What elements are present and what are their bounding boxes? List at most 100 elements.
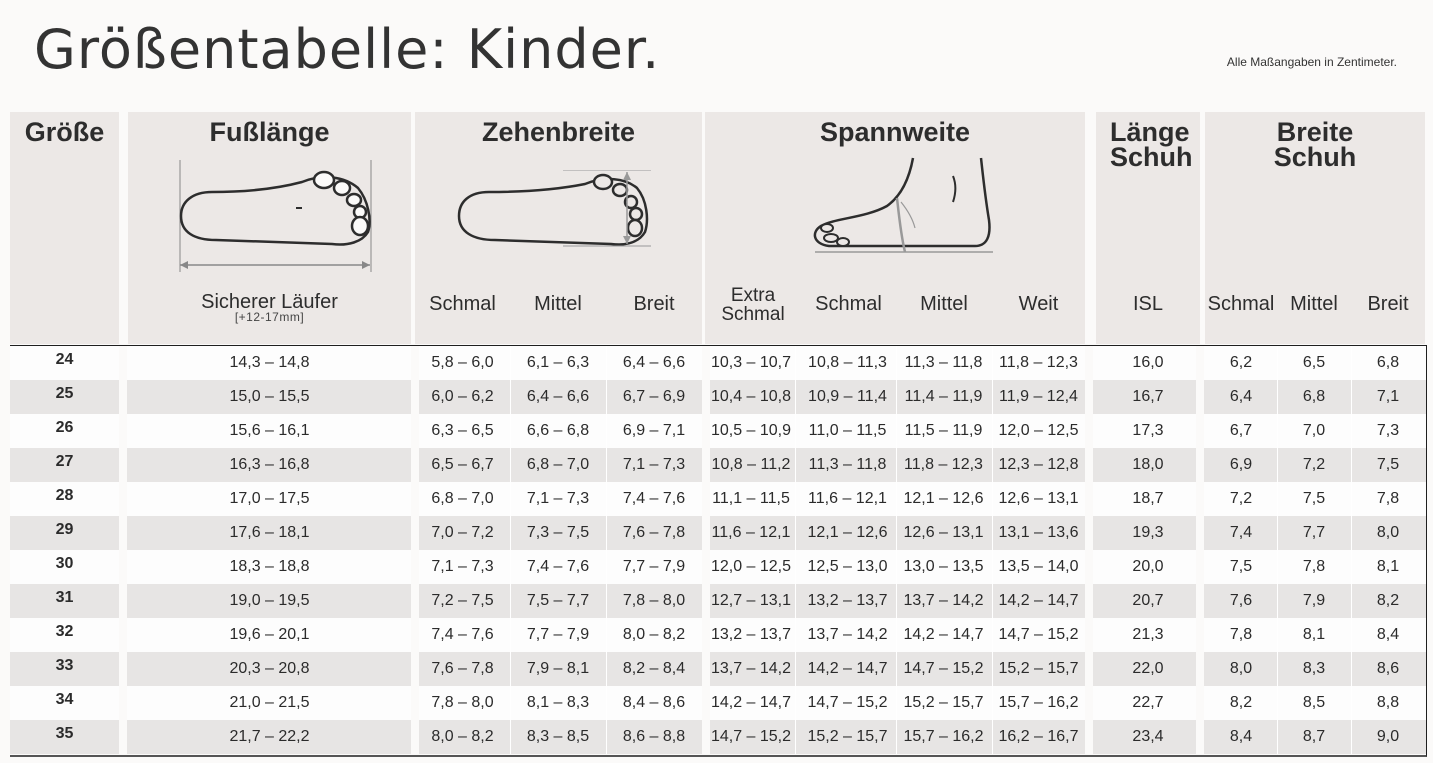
table-row: 26 15,6 – 16,1 6,3 – 6,5 6,6 – 6,8 6,9 – 7,1… [10, 414, 1426, 448]
shoe-width-col-breit: Breit [1367, 293, 1409, 315]
column-separator [795, 448, 796, 482]
cell-toe-schmal: 6,0 – 6,2 [431, 388, 494, 405]
cell-foot-length: 19,0 – 19,5 [229, 592, 310, 609]
column-group-separator [119, 482, 127, 516]
column-separator [1277, 550, 1278, 584]
cell-toe-mittel: 6,8 – 7,0 [526, 456, 590, 473]
column-separator [1351, 686, 1352, 720]
header-shoe-width-title: Breite Schuh [1273, 117, 1357, 172]
column-group-separator [702, 346, 710, 380]
cell-foot-length: 17,0 – 17,5 [229, 490, 310, 507]
column-separator [1277, 584, 1278, 618]
table-row: 30 18,3 – 18,8 7,1 – 7,3 7,4 – 7,6 7,7 – 7,9… [10, 550, 1426, 584]
cell-instep-schmal: 14,7 – 15,2 [807, 694, 888, 711]
cell-instep-schmal: 11,0 – 11,5 [808, 422, 887, 439]
column-group-separator [702, 380, 710, 414]
cell-toe-mittel: 7,7 – 7,9 [526, 626, 590, 643]
cell-instep-extra-schmal: 13,7 – 14,2 [710, 660, 792, 677]
column-separator [896, 720, 897, 754]
cell-toe-schmal: 7,0 – 7,2 [431, 524, 494, 541]
cell-instep-schmal: 10,8 – 11,3 [808, 354, 887, 371]
cell-toe-breit: 6,7 – 6,9 [622, 388, 686, 405]
column-separator [992, 652, 993, 686]
cell-toe-schmal: 7,4 – 7,6 [431, 626, 494, 643]
cell-instep-weit: 11,8 – 12,3 [999, 354, 1078, 371]
column-group-separator [702, 720, 710, 754]
cell-isl: 22,7 [1132, 694, 1164, 711]
cell-instep-extra-schmal: 10,4 – 10,8 [710, 388, 792, 405]
cell-instep-weit: 15,2 – 15,7 [998, 660, 1079, 677]
cell-instep-weit: 14,2 – 14,7 [998, 592, 1079, 609]
column-separator [896, 482, 897, 516]
instep-col-extra-schmal: Extra Schmal [721, 285, 785, 325]
cell-shoe-schmal: 7,6 [1229, 592, 1253, 609]
cell-toe-schmal: 6,8 – 7,0 [431, 490, 494, 507]
cell-shoe-breit: 8,6 [1376, 660, 1400, 677]
cell-isl: 21,3 [1132, 626, 1164, 643]
cell-shoe-mittel: 8,1 [1302, 626, 1326, 643]
header-shoe-width: Breite Schuh Schmal Mittel Breit [1205, 112, 1425, 344]
cell-foot-length: 21,7 – 22,2 [229, 728, 310, 745]
column-separator [896, 686, 897, 720]
column-group-separator [411, 618, 419, 652]
column-separator [510, 550, 511, 584]
cell-shoe-mittel: 8,3 [1302, 660, 1326, 677]
cell-size: 31 [55, 589, 74, 606]
cell-instep-schmal: 12,5 – 13,0 [807, 558, 888, 575]
column-separator [795, 686, 796, 720]
cell-toe-schmal: 7,2 – 7,5 [431, 592, 494, 609]
column-group-separator [119, 380, 127, 414]
cell-instep-extra-schmal: 10,5 – 10,9 [710, 422, 792, 439]
cell-shoe-schmal: 6,9 [1229, 456, 1253, 473]
column-group-separator [119, 652, 127, 686]
column-separator [795, 346, 796, 380]
column-separator [795, 584, 796, 618]
cell-isl: 17,3 [1132, 422, 1164, 439]
cell-foot-length: 14,3 – 14,8 [229, 354, 310, 371]
column-separator [606, 618, 607, 652]
column-group-separator [1085, 380, 1093, 414]
cell-size: 34 [55, 691, 74, 708]
header-foot-length-title: Fußlänge [209, 117, 330, 147]
column-group-separator [1085, 686, 1093, 720]
cell-shoe-breit: 8,4 [1376, 626, 1400, 643]
column-separator [1277, 516, 1278, 550]
cell-instep-weit: 14,7 – 15,2 [998, 626, 1079, 643]
cell-shoe-mittel: 7,7 [1302, 524, 1326, 541]
column-group-separator [411, 584, 419, 618]
cell-size: 26 [55, 419, 74, 436]
table-row: 31 19,0 – 19,5 7,2 – 7,5 7,5 – 7,7 7,8 – 8,0… [10, 584, 1426, 618]
foot-length-illustration [179, 160, 372, 272]
cell-foot-length: 17,6 – 18,1 [229, 524, 310, 541]
header-size: Größe [10, 112, 119, 344]
column-group-separator [1196, 686, 1204, 720]
cell-shoe-mittel: 6,5 [1302, 354, 1326, 371]
cell-instep-schmal: 13,2 – 13,7 [807, 592, 888, 609]
cell-shoe-breit: 8,8 [1376, 694, 1400, 711]
header-foot-length-note: [+12-17mm] [234, 310, 305, 324]
cell-instep-weit: 16,2 – 16,7 [998, 728, 1079, 745]
column-separator [992, 550, 993, 584]
cell-instep-weit: 13,1 – 13,6 [998, 524, 1079, 541]
column-group-separator [1085, 414, 1093, 448]
instep-illustration [813, 157, 993, 253]
header-shoe-length-title: Länge Schuh [1110, 117, 1193, 172]
cell-isl: 22,0 [1132, 660, 1164, 677]
cell-instep-extra-schmal: 10,3 – 10,7 [710, 354, 792, 371]
cell-shoe-mittel: 7,2 [1302, 456, 1326, 473]
cell-size: 27 [55, 453, 74, 470]
table-row: 34 21,0 – 21,5 7,8 – 8,0 8,1 – 8,3 8,4 – 8,6… [10, 686, 1426, 720]
cell-size: 25 [55, 385, 74, 402]
cell-shoe-mittel: 8,7 [1302, 728, 1326, 745]
cell-toe-mittel: 7,5 – 7,7 [526, 592, 590, 609]
cell-size: 29 [55, 521, 74, 538]
column-group-separator [1196, 720, 1204, 754]
column-separator [510, 346, 511, 380]
cell-instep-mittel: 15,7 – 16,2 [903, 728, 984, 745]
cell-toe-mittel: 7,9 – 8,1 [526, 660, 590, 677]
column-separator [1277, 380, 1278, 414]
column-separator [606, 414, 607, 448]
column-separator [992, 584, 993, 618]
cell-instep-mittel: 14,2 – 14,7 [903, 626, 984, 643]
column-separator [896, 584, 897, 618]
